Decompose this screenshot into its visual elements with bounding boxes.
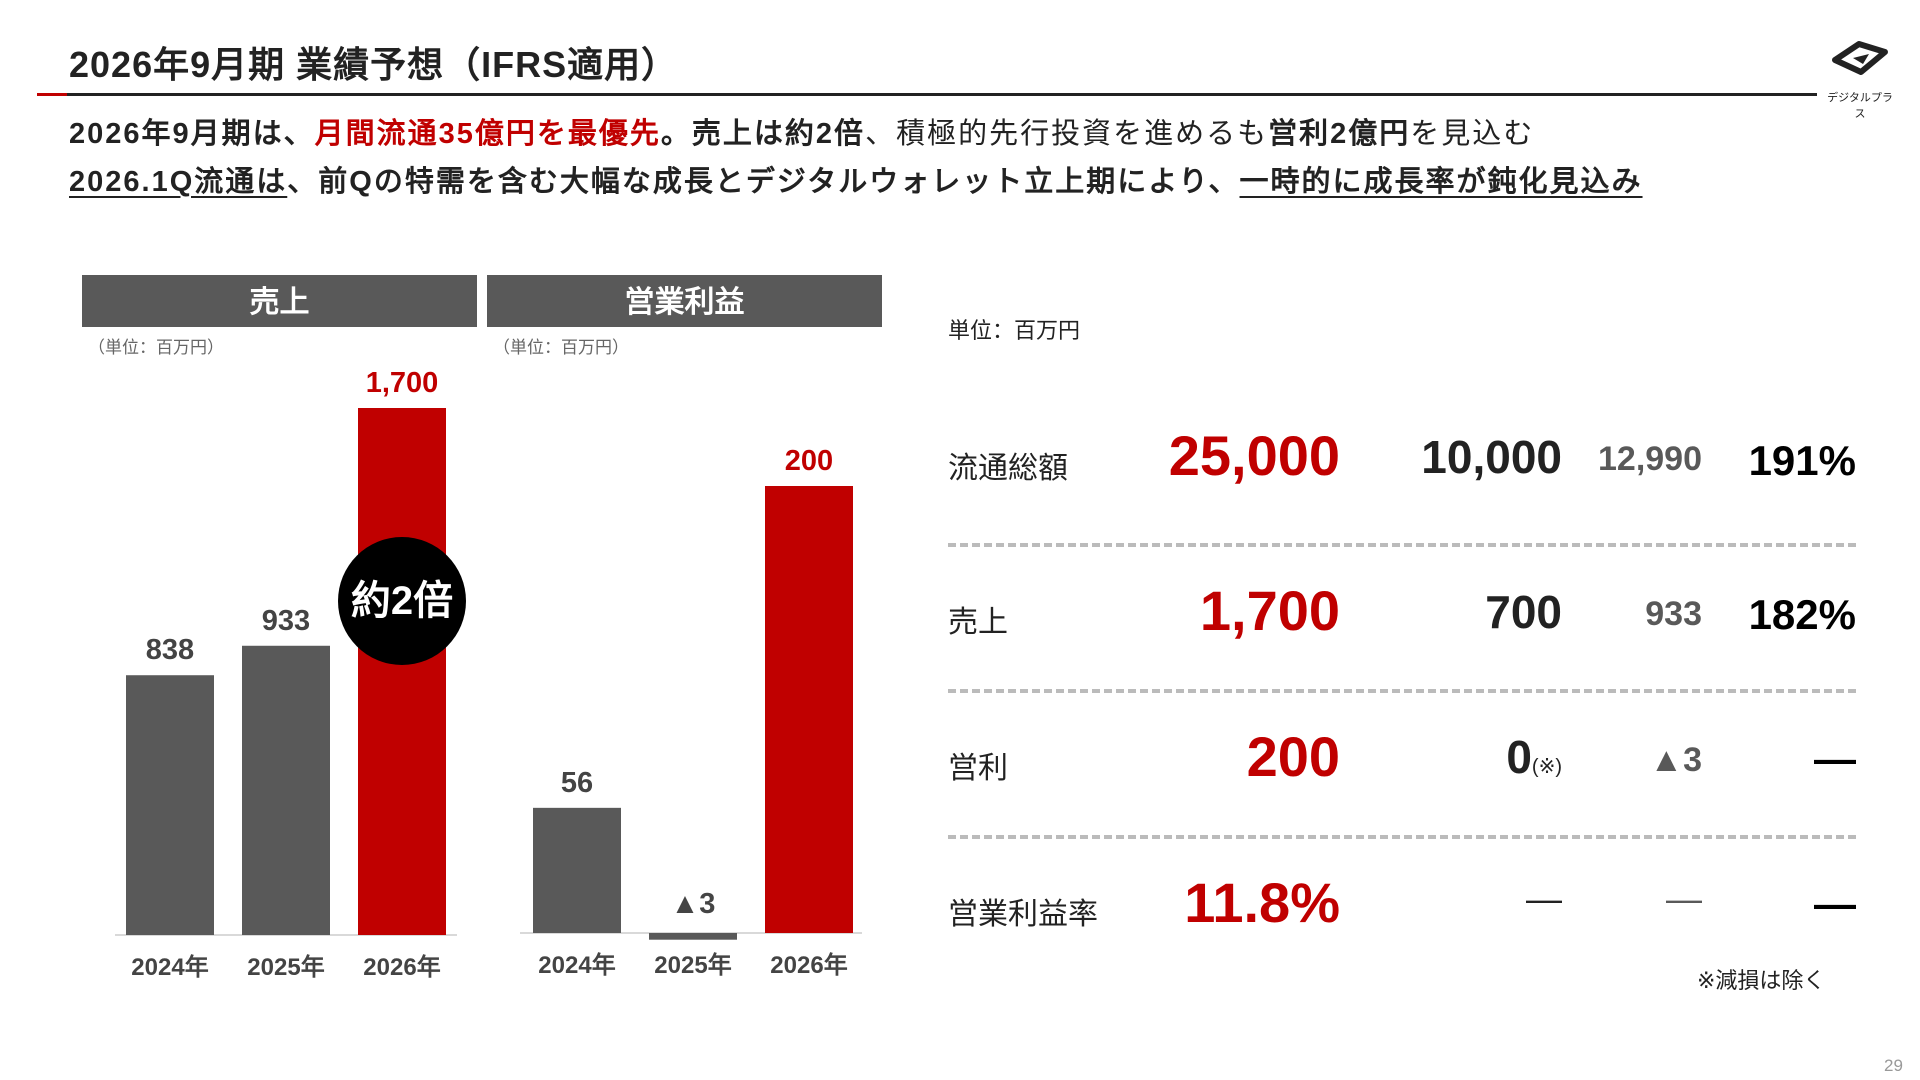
chart-op-profit-value-label: ▲3 (671, 888, 716, 920)
headline-1: 2026年9月期は、月間流通35億円を最優先。売上は約2倍、積極的先行投資を進め… (69, 110, 1534, 152)
chart-op-profit-category-label: 2024年 (538, 951, 615, 979)
chart-sales-category-label: 2026年 (363, 953, 440, 981)
chart-sales-title-bar (82, 275, 477, 327)
cell-gmv-yoy: 191% (1748, 437, 1856, 484)
chart-sales-value-label: 933 (262, 605, 310, 637)
title-divider-accent (37, 93, 67, 96)
headline-2-underlined-2: 一時的に成長率が鈍化見込み (1239, 166, 1643, 198)
chart-op-profit-unit: （単位：百万円） (493, 338, 629, 357)
chart-sales-bar (358, 408, 446, 935)
cell-op-fy2025: ▲3 (1649, 741, 1702, 779)
chart-op-profit-category-label: 2026年 (770, 951, 847, 979)
chart-sales-unit: （単位：百万円） (88, 338, 224, 357)
headline-1-part5: を見込む (1410, 118, 1535, 150)
header-fy2026-interim-label: FY2026 (1392, 290, 1506, 327)
headline-1-part2: 。売上は約2倍 (660, 118, 866, 150)
header-yoy: 前年比 (1712, 279, 1851, 376)
table-unit-label: 単位：百万円 (948, 318, 1081, 343)
chart-op-profit-title: 営業利益 (625, 286, 745, 319)
row-label-gmv: 流通総額 (948, 452, 1068, 485)
cell-op-mid-value: 0 (1506, 731, 1532, 783)
header-yoy-label: 前年比 (1733, 309, 1830, 346)
headline-1-part1: 2026年9月期は、 (69, 118, 315, 150)
headline-1-part4: 営利2億円 (1268, 118, 1411, 150)
row-label-op-profit: 営利 (948, 752, 1008, 785)
header-fy2026-interim-sublabel: 中間期 (1400, 328, 1497, 365)
cell-gmv-fy2025: 12,990 (1598, 440, 1702, 478)
cell-op-yoy: ― (1814, 735, 1856, 782)
row-divider (948, 543, 1856, 547)
headline-2: 2026.1Q流通は、前Qの特需を含む大幅な成長とデジタルウォレット立上期により… (69, 158, 1643, 200)
chart-sales-bar (242, 645, 330, 935)
chart-sales-category-label: 2024年 (131, 953, 208, 981)
header-fy2026-interim: FY2026 中間期 (1342, 279, 1556, 376)
chart-op-profit-value-label: 56 (561, 767, 593, 799)
chart-sales-bar (126, 675, 214, 935)
chart-sales-value-label: 838 (146, 634, 194, 666)
chart-sales-value-label: 1,700 (366, 367, 439, 399)
page-number: 29 (1884, 1056, 1903, 1075)
cell-margin-fy2025: ― (1666, 878, 1702, 919)
chart-op-profit-bar (765, 486, 853, 933)
bar-charts: 売上 （単位：百万円） 838 2024年 933 2025年 1,700 2026年 約2倍 営… (82, 275, 882, 981)
cell-sales-fy2026: 1,700 (1199, 579, 1340, 642)
chart-op-profit-bar (649, 933, 737, 940)
footnote: ※減損は除く (1697, 968, 1826, 993)
header-fy2025: FY2025 (1565, 279, 1704, 376)
chart-sales-title: 売上 (250, 286, 310, 319)
cell-sales-mid: 700 (1485, 586, 1562, 638)
cell-op-fy2026: 200 (1246, 725, 1340, 788)
cell-gmv-mid: 10,000 (1421, 431, 1562, 483)
company-logo: デジタルプラス (1825, 38, 1895, 120)
cell-op-mid: 0(※) (1506, 730, 1562, 784)
row-divider (948, 689, 1856, 693)
cell-margin-mid: ― (1526, 878, 1562, 919)
headline-1-highlight: 月間流通35億円を最優先 (314, 118, 661, 150)
headline-2-underlined-1: 2026.1Q流通は (69, 166, 288, 198)
cell-sales-yoy: 182% (1748, 591, 1856, 638)
title-divider (37, 93, 1817, 96)
chart-sales-annotation-badge (338, 537, 466, 665)
row-divider (948, 835, 1856, 839)
page-title: 2026年9月期 業績予想（IFRS適用） (69, 44, 679, 85)
logo-mark-icon (1832, 41, 1888, 75)
chart-op-profit-value-label: 200 (785, 445, 833, 477)
chart-op-profit-category-label: 2025年 (654, 951, 731, 979)
header-fy2026-label: FY2026 (1168, 309, 1282, 346)
cell-margin-fy2026: 11.8% (1184, 871, 1340, 934)
row-label-op-margin: 営業利益率 (948, 898, 1098, 931)
chart-op-profit-bar (533, 807, 621, 933)
headline-1-part3: 、積極的先行投資を進めるも (865, 118, 1269, 150)
cell-gmv-fy2026: 25,000 (1168, 424, 1340, 487)
cell-margin-yoy: ― (1814, 880, 1856, 927)
logo-text: デジタルプラス (1827, 92, 1893, 120)
cell-sales-fy2025: 933 (1645, 595, 1702, 633)
chart-sales-category-label: 2025年 (247, 953, 324, 981)
chart-sales-annotation-text: 約2倍 (351, 579, 453, 623)
header-fy2026: FY2026 (1118, 279, 1332, 376)
row-label-sales: 売上 (948, 606, 1008, 639)
cell-op-mid-note: (※) (1531, 756, 1562, 778)
chart-op-profit-title-bar (487, 275, 882, 327)
forecast-table: 単位：百万円 FY2026 FY2026 中間期 FY2025 前年比 流通総額 … (940, 275, 1880, 1005)
header-fy2025-label: FY2025 (1578, 309, 1691, 346)
headline-2-middle: 、前Qの特需を含む大幅な成長とデジタルウォレット立上期により、 (287, 166, 1240, 198)
